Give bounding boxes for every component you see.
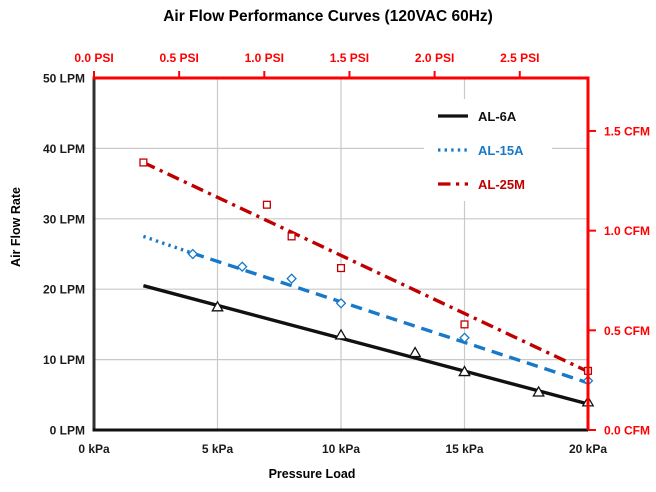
chart-title: Air Flow Performance Curves (120VAC 60Hz… [163, 8, 493, 25]
x2-axis-tick-label: 0.5 PSI [159, 51, 198, 65]
marker-al-25m [262, 200, 271, 209]
legend-line-sample-al-15a [438, 148, 468, 152]
y-axis-tick-label: 0 LPM [50, 424, 85, 438]
legend-label-al-15a: AL-15A [478, 142, 524, 158]
x-axis-title: Pressure Load [268, 467, 356, 481]
legend-line-sample-al-6a [438, 114, 468, 118]
x-axis-tick-label: 0 kPa [78, 442, 110, 456]
trendline-al-15a [192, 251, 589, 385]
y-axis-tick-label: 50 LPM [43, 72, 85, 86]
x-axis-tick-label: 5 kPa [202, 442, 234, 456]
legend-label-al-25m: AL-25M [478, 176, 525, 192]
trendline-al-25m [142, 160, 589, 374]
trendline-al-6a [142, 284, 591, 407]
marker-al-15a [459, 332, 470, 344]
marker-al-6a [532, 385, 545, 397]
legend-label-al-6a: AL-6A [478, 108, 517, 124]
marker-al-25m [336, 264, 346, 273]
trendline-al-15a [142, 234, 194, 255]
x-axis-tick-label: 20 kPa [569, 442, 607, 456]
x2-axis-tick-label: 1.5 PSI [330, 51, 369, 65]
y2-axis-tick-label: 0.0 CFM [604, 424, 650, 438]
marker-al-6a [334, 328, 348, 340]
y-axis-tick-label: 20 LPM [43, 283, 85, 297]
marker-al-25m [460, 320, 469, 329]
x2-axis-tick-label: 1.0 PSI [245, 51, 284, 65]
y-axis-title: Air Flow Rate [9, 187, 23, 267]
x2-axis-tick-label: 0.0 PSI [74, 51, 113, 65]
marker-al-6a [458, 365, 471, 377]
marker-al-15a [236, 261, 248, 272]
x2-axis-tick-label: 2.5 PSI [500, 51, 539, 65]
y2-axis-tick-label: 1.5 CFM [604, 124, 650, 138]
y-axis-tick-label: 10 LPM [43, 353, 85, 367]
marker-al-6a [211, 300, 224, 312]
marker-al-15a [187, 248, 199, 260]
legend-line-sample-al-25m [438, 182, 468, 186]
marker-al-15a [335, 297, 347, 309]
marker-al-15a [286, 273, 297, 284]
marker-al-25m [139, 158, 148, 167]
y-axis-tick-label: 30 LPM [43, 212, 85, 226]
legend-item-al-6a: AL-6A [424, 109, 552, 124]
legend-item-al-15a: AL-15A [424, 143, 552, 158]
x-axis-tick-label: 15 kPa [445, 442, 483, 456]
marker-al-25m [287, 232, 296, 241]
marker-al-6a [408, 346, 422, 358]
x2-axis-tick-label: 2.0 PSI [415, 51, 454, 65]
y-axis-tick-label: 40 LPM [43, 142, 85, 156]
y2-axis-tick-label: 1.0 CFM [604, 224, 650, 238]
legend: AL-6A AL-15A AL-25M [424, 99, 552, 201]
legend-item-al-25m: AL-25M [424, 177, 552, 192]
x-axis-tick-label: 10 kPa [322, 442, 360, 456]
y2-axis-tick-label: 0.5 CFM [604, 324, 650, 338]
